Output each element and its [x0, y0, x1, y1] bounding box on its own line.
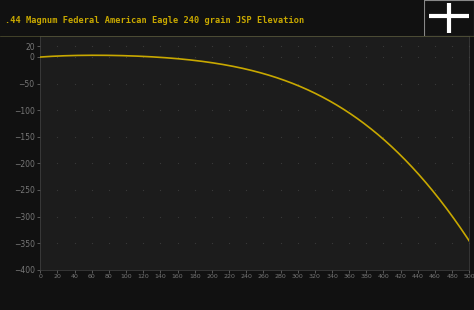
Text: .44 Magnum Federal American Eagle 240 grain JSP Elevation: .44 Magnum Federal American Eagle 240 gr…	[5, 16, 304, 25]
